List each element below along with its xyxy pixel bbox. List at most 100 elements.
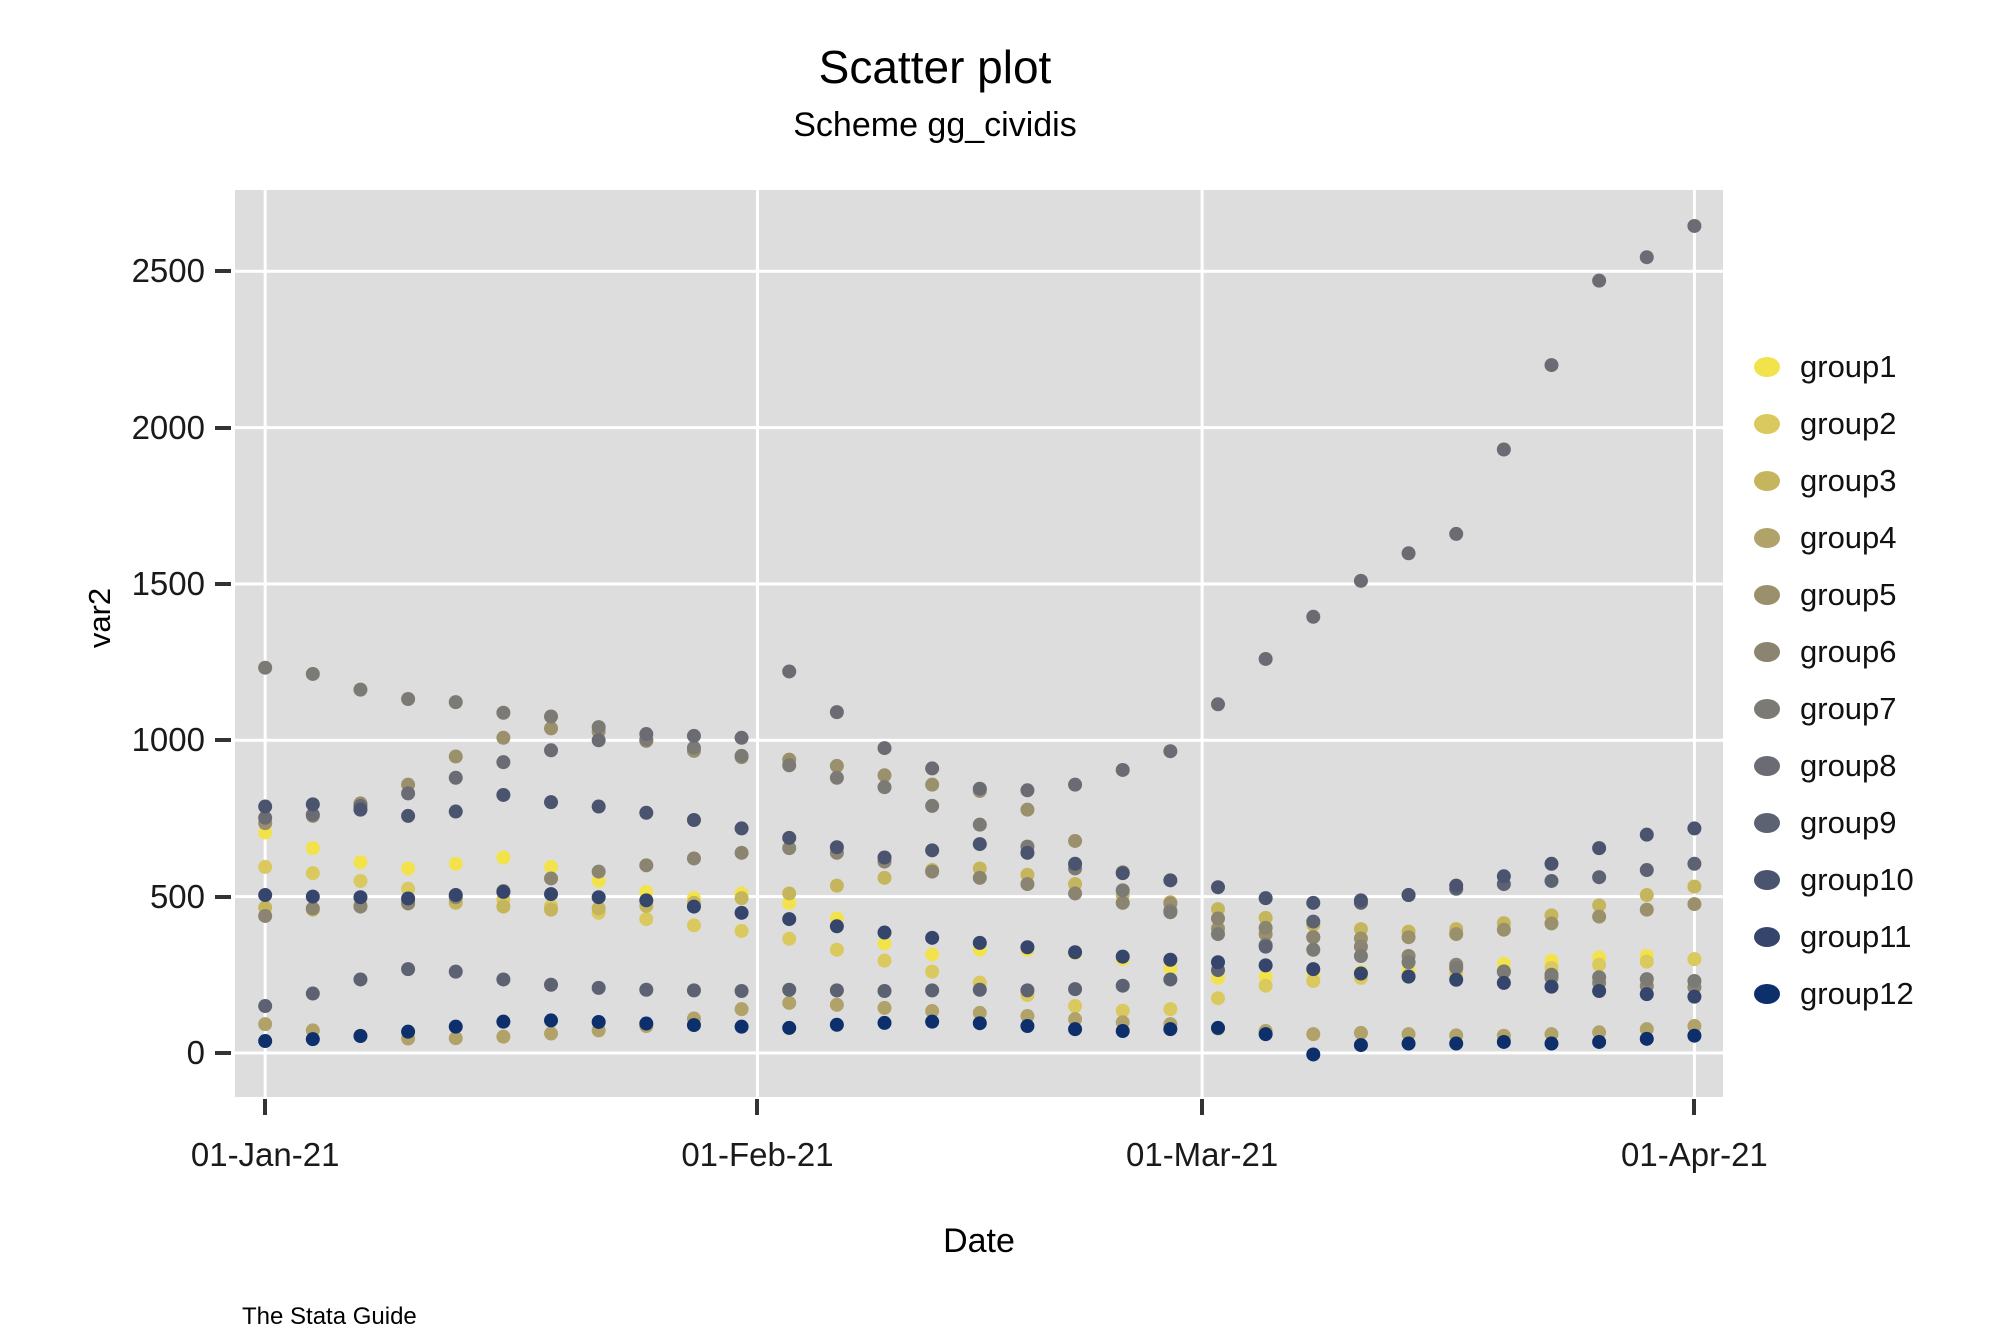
legend-marker-icon [1754,983,1780,1004]
scatter-point [734,923,749,938]
scatter-point [1163,744,1178,759]
scatter-point [877,741,892,756]
scatter-point [925,761,940,776]
y-tick-label: 500 [149,877,205,915]
legend-label: group9 [1800,804,1897,840]
legend-label: group7 [1800,690,1897,726]
legend-label: group2 [1800,405,1897,441]
series-group2 [258,859,1702,1018]
scatter-point [544,871,559,886]
scatter-point [1592,1025,1607,1040]
legend-marker-icon [1754,584,1780,605]
scatter-point [448,804,463,819]
x-gridline [1200,190,1204,1097]
scatter-point [258,799,273,814]
scatter-point [353,682,368,697]
y-tick-label: 1000 [131,721,205,759]
x-tick-mark [755,1099,760,1115]
scatter-point [686,728,701,743]
scatter-point [258,1017,273,1032]
legend-marker-icon [1754,356,1780,377]
legend-label: group1 [1800,348,1897,384]
scatter-point [1401,888,1416,903]
scatter-point [734,984,749,999]
y-tick-label: 1500 [131,564,205,602]
legend-label: group3 [1800,462,1897,498]
scatter-point [1115,949,1130,964]
scatter-point [1306,1027,1321,1042]
scatter-point [1020,1009,1035,1024]
scatter-point [1163,952,1178,967]
scatter-point [1163,1002,1178,1017]
scatter-point [877,984,892,999]
scatter-point [925,1014,940,1029]
y-axis-title: var2 [82,587,117,649]
legend-marker-icon [1754,470,1780,491]
scatter-point [639,727,654,742]
scatter-point [1639,888,1654,903]
scatter-point [639,1016,654,1031]
scatter-point [1544,916,1559,931]
scatter-point [353,972,368,987]
chart-subtitle: Scheme gg_cividis [793,106,1077,144]
scatter-point [1020,845,1035,860]
scatter-point [353,802,368,817]
legend-item-group5: group5 [1752,566,1914,623]
plot-panel [235,190,1723,1097]
legend-marker-icon [1754,698,1780,719]
scatter-point [1687,218,1702,233]
legend-item-group8: group8 [1752,737,1914,794]
scatter-point [1353,966,1368,981]
scatter-point [1639,863,1654,878]
scatter-point [925,843,940,858]
scatter-point [591,864,606,879]
scatter-point [1163,873,1178,888]
scatter-point [925,947,940,962]
scatter-point [591,799,606,814]
scatter-point [1544,358,1559,373]
scatter-point [1592,273,1607,288]
scatter-point [544,1013,559,1028]
x-tick-label: 01-Feb-21 [681,1136,834,1173]
scatter-point [496,1029,511,1044]
legend-item-group12: group12 [1752,965,1914,1022]
scatter-point [544,859,559,874]
scatter-point [1401,546,1416,561]
scatter-point [925,798,940,813]
x-gridline [263,190,267,1097]
scatter-point [1020,983,1035,998]
legend-marker-icon [1754,869,1780,890]
scatter-point [1496,442,1511,457]
y-tick-label: 2500 [131,252,205,290]
scatter-point [448,1019,463,1034]
scatter-point [972,982,987,997]
scatter-point [1258,978,1273,993]
legend-item-group4: group4 [1752,509,1914,566]
scatter-point [353,1029,368,1044]
scatter-point [1544,873,1559,888]
scatter-point [1449,1036,1464,1051]
legend-marker-icon [1754,641,1780,662]
scatter-point [1211,955,1226,970]
scatter-point [877,1000,892,1015]
scatter-point [544,795,559,810]
scatter-point [734,905,749,920]
scatter-point [544,977,559,992]
scatter-point [972,781,987,796]
legend-item-group1: group1 [1752,338,1914,395]
legend-label: group10 [1800,861,1914,897]
scatter-point [1639,902,1654,917]
legend-marker-icon [1754,812,1780,833]
scatter-point [734,821,749,836]
x-tick-label: 01-Mar-21 [1125,1136,1279,1173]
scatter-point [401,786,416,801]
scatter-point [1258,891,1273,906]
scatter-point [305,986,320,1001]
legend-marker-icon [1754,926,1780,947]
scatter-point [1639,1031,1654,1046]
scatter-point [1258,920,1273,935]
scatter-point [1639,827,1654,842]
scatter-point [829,705,844,720]
scatter-point [1115,1024,1130,1039]
y-gridline [235,582,1723,586]
